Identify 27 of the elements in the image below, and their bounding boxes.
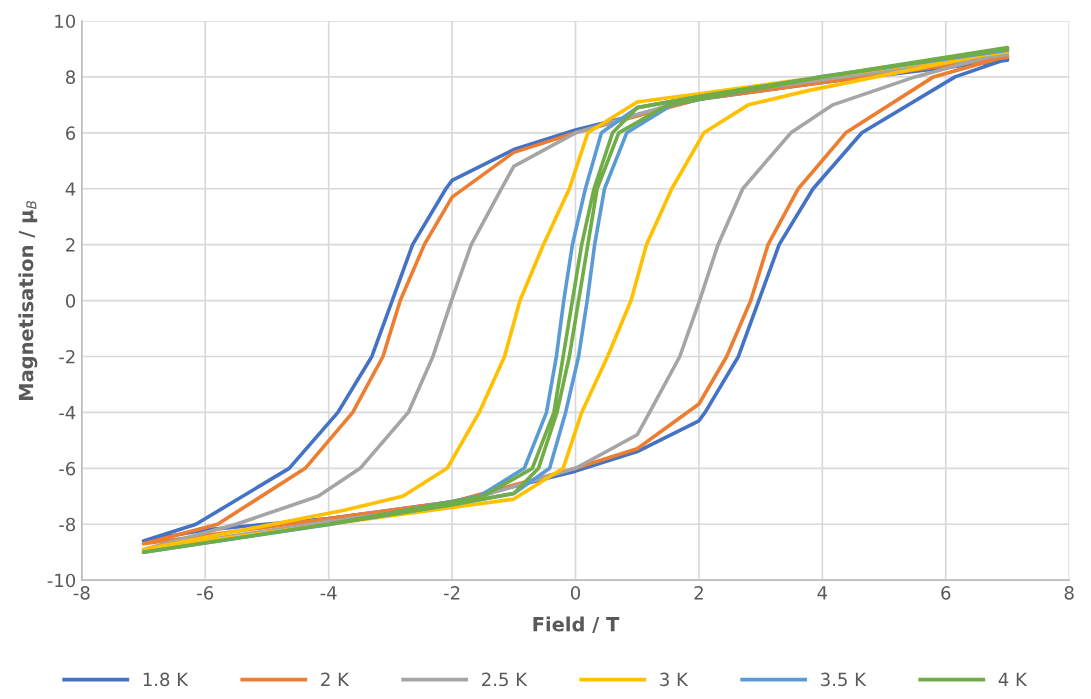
y-axis-title: Magnetisation / μ$_{B}$	[18, 200, 38, 400]
y-tick-label: 4	[65, 182, 76, 196]
legend-label: 2 K	[321, 672, 350, 686]
x-tick-label: 0	[570, 586, 581, 600]
y-tick-label: -2	[59, 349, 75, 364]
y-tick-label: 6	[66, 126, 76, 140]
x-tick-label: 6	[941, 586, 951, 600]
y-tick-label: -6	[59, 461, 76, 476]
legend-label: 1.8 K	[143, 672, 189, 687]
x-tick-label: -4	[320, 586, 337, 600]
legend-label: 2.5 K	[482, 672, 528, 687]
y-tick-label: 10	[55, 14, 76, 29]
y-tick-label: -10	[47, 573, 76, 588]
y-tick-label: 2	[66, 238, 75, 252]
x-tick-label: 4	[817, 586, 828, 600]
legend-label: 3.5 K	[821, 672, 867, 687]
y-tick-label: 0	[65, 294, 76, 308]
x-tick-label: 8	[1064, 586, 1074, 600]
x-tick-label: 2	[694, 586, 703, 600]
legend-label: 4 K	[998, 672, 1028, 686]
y-tick-label: -8	[59, 517, 76, 532]
legend-label: 3 K	[660, 672, 689, 687]
x-tick-label: -2	[443, 586, 460, 600]
y-tick-label: 8	[66, 70, 76, 85]
y-tick-label: -4	[59, 406, 76, 420]
x-tick-label: -6	[197, 586, 214, 600]
x-axis-title: Field / T	[533, 616, 620, 634]
